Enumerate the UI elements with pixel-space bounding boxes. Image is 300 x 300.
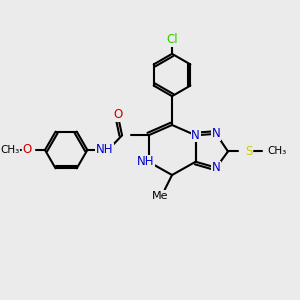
Text: O: O [23, 143, 32, 157]
Text: Cl: Cl [166, 33, 178, 46]
Text: N: N [212, 127, 220, 140]
Text: O: O [113, 108, 122, 121]
Text: CH₃: CH₃ [268, 146, 287, 157]
Text: NH: NH [96, 143, 113, 157]
Text: Me: Me [152, 190, 169, 201]
Text: CH₃: CH₃ [0, 145, 19, 155]
Text: N: N [212, 161, 220, 174]
Text: N: N [191, 129, 200, 142]
Text: S: S [245, 145, 252, 158]
Text: NH: NH [137, 155, 154, 168]
